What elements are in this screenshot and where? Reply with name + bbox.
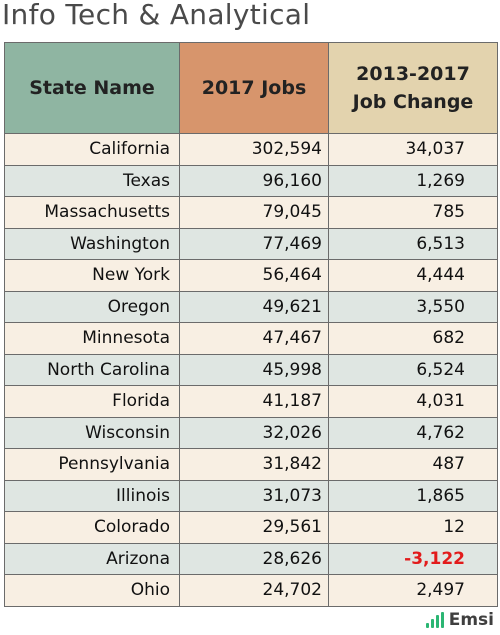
cell-2017-jobs: 29,561: [179, 511, 329, 544]
table-row: New York 56,464 4,444: [4, 259, 498, 292]
cell-2017-jobs: 56,464: [179, 259, 329, 292]
table-row: Washington 77,469 6,513: [4, 227, 498, 260]
cell-job-change: 785: [328, 196, 498, 229]
brand-name: Emsi: [448, 610, 494, 630]
table-row: California 302,594 34,037: [4, 133, 498, 166]
table-row: Oregon 49,621 3,550: [4, 290, 498, 323]
cell-state-name: Pennsylvania: [4, 448, 180, 481]
cell-job-change: -3,122: [328, 542, 498, 575]
cell-state-name: Wisconsin: [4, 416, 180, 449]
cell-2017-jobs: 96,160: [179, 164, 329, 197]
cell-2017-jobs: 49,621: [179, 290, 329, 323]
cell-state-name: Texas: [4, 164, 180, 197]
table-row: Ohio 24,702 2,497: [4, 574, 498, 607]
table-row: Florida 41,187 4,031: [4, 385, 498, 418]
emsi-bars-icon: [425, 612, 444, 628]
cell-job-change: 6,513: [328, 227, 498, 260]
cell-state-name: Massachusetts: [4, 196, 180, 229]
cell-state-name: Oregon: [4, 290, 180, 323]
cell-job-change: 1,865: [328, 479, 498, 512]
cell-state-name: Ohio: [4, 574, 180, 607]
cell-2017-jobs: 302,594: [179, 133, 329, 166]
jobs-table: State Name 2017 Jobs 2013-2017 Job Chang…: [4, 42, 498, 607]
cell-2017-jobs: 24,702: [179, 574, 329, 607]
table-row: Texas 96,160 1,269: [4, 164, 498, 197]
cell-2017-jobs: 31,842: [179, 448, 329, 481]
header-job-change-line2: Job Change: [352, 91, 474, 113]
page-title: Info Tech & Analytical: [2, 0, 311, 31]
cell-job-change: 682: [328, 322, 498, 355]
cell-job-change: 487: [328, 448, 498, 481]
cell-2017-jobs: 47,467: [179, 322, 329, 355]
cell-job-change: 34,037: [328, 133, 498, 166]
table-row: Pennsylvania 31,842 487: [4, 448, 498, 481]
cell-state-name: Florida: [4, 385, 180, 418]
cell-2017-jobs: 31,073: [179, 479, 329, 512]
cell-state-name: California: [4, 133, 180, 166]
header-2017-jobs: 2017 Jobs: [179, 42, 329, 134]
cell-state-name: Minnesota: [4, 322, 180, 355]
cell-2017-jobs: 41,187: [179, 385, 329, 418]
cell-state-name: Arizona: [4, 542, 180, 575]
cell-state-name: New York: [4, 259, 180, 292]
table-row: Arizona 28,626 -3,122: [4, 542, 498, 575]
emsi-logo: Emsi: [425, 610, 494, 630]
cell-job-change: 3,550: [328, 290, 498, 323]
cell-state-name: Illinois: [4, 479, 180, 512]
table-header-row: State Name 2017 Jobs 2013-2017 Job Chang…: [4, 42, 498, 134]
cell-state-name: Washington: [4, 227, 180, 260]
cell-state-name: Colorado: [4, 511, 180, 544]
cell-job-change: 12: [328, 511, 498, 544]
table-body: California 302,594 34,037 Texas 96,160 1,269 M…: [4, 133, 498, 607]
table-row: Illinois 31,073 1,865: [4, 479, 498, 512]
cell-2017-jobs: 28,626: [179, 542, 329, 575]
table-row: Massachusetts 79,045 785: [4, 196, 498, 229]
table-row: Minnesota 47,467 682: [4, 322, 498, 355]
table-row: Wisconsin 32,026 4,762: [4, 416, 498, 449]
header-state-name: State Name: [4, 42, 180, 134]
cell-state-name: North Carolina: [4, 353, 180, 386]
header-job-change: 2013-2017 Job Change: [328, 42, 498, 134]
cell-job-change: 4,762: [328, 416, 498, 449]
cell-2017-jobs: 45,998: [179, 353, 329, 386]
cell-job-change: 4,031: [328, 385, 498, 418]
cell-job-change: 4,444: [328, 259, 498, 292]
cell-job-change: 6,524: [328, 353, 498, 386]
cell-2017-jobs: 77,469: [179, 227, 329, 260]
table-row: North Carolina 45,998 6,524: [4, 353, 498, 386]
cell-job-change: 1,269: [328, 164, 498, 197]
cell-2017-jobs: 79,045: [179, 196, 329, 229]
table-row: Colorado 29,561 12: [4, 511, 498, 544]
cell-job-change: 2,497: [328, 574, 498, 607]
header-job-change-line1: 2013-2017: [356, 63, 470, 85]
cell-2017-jobs: 32,026: [179, 416, 329, 449]
